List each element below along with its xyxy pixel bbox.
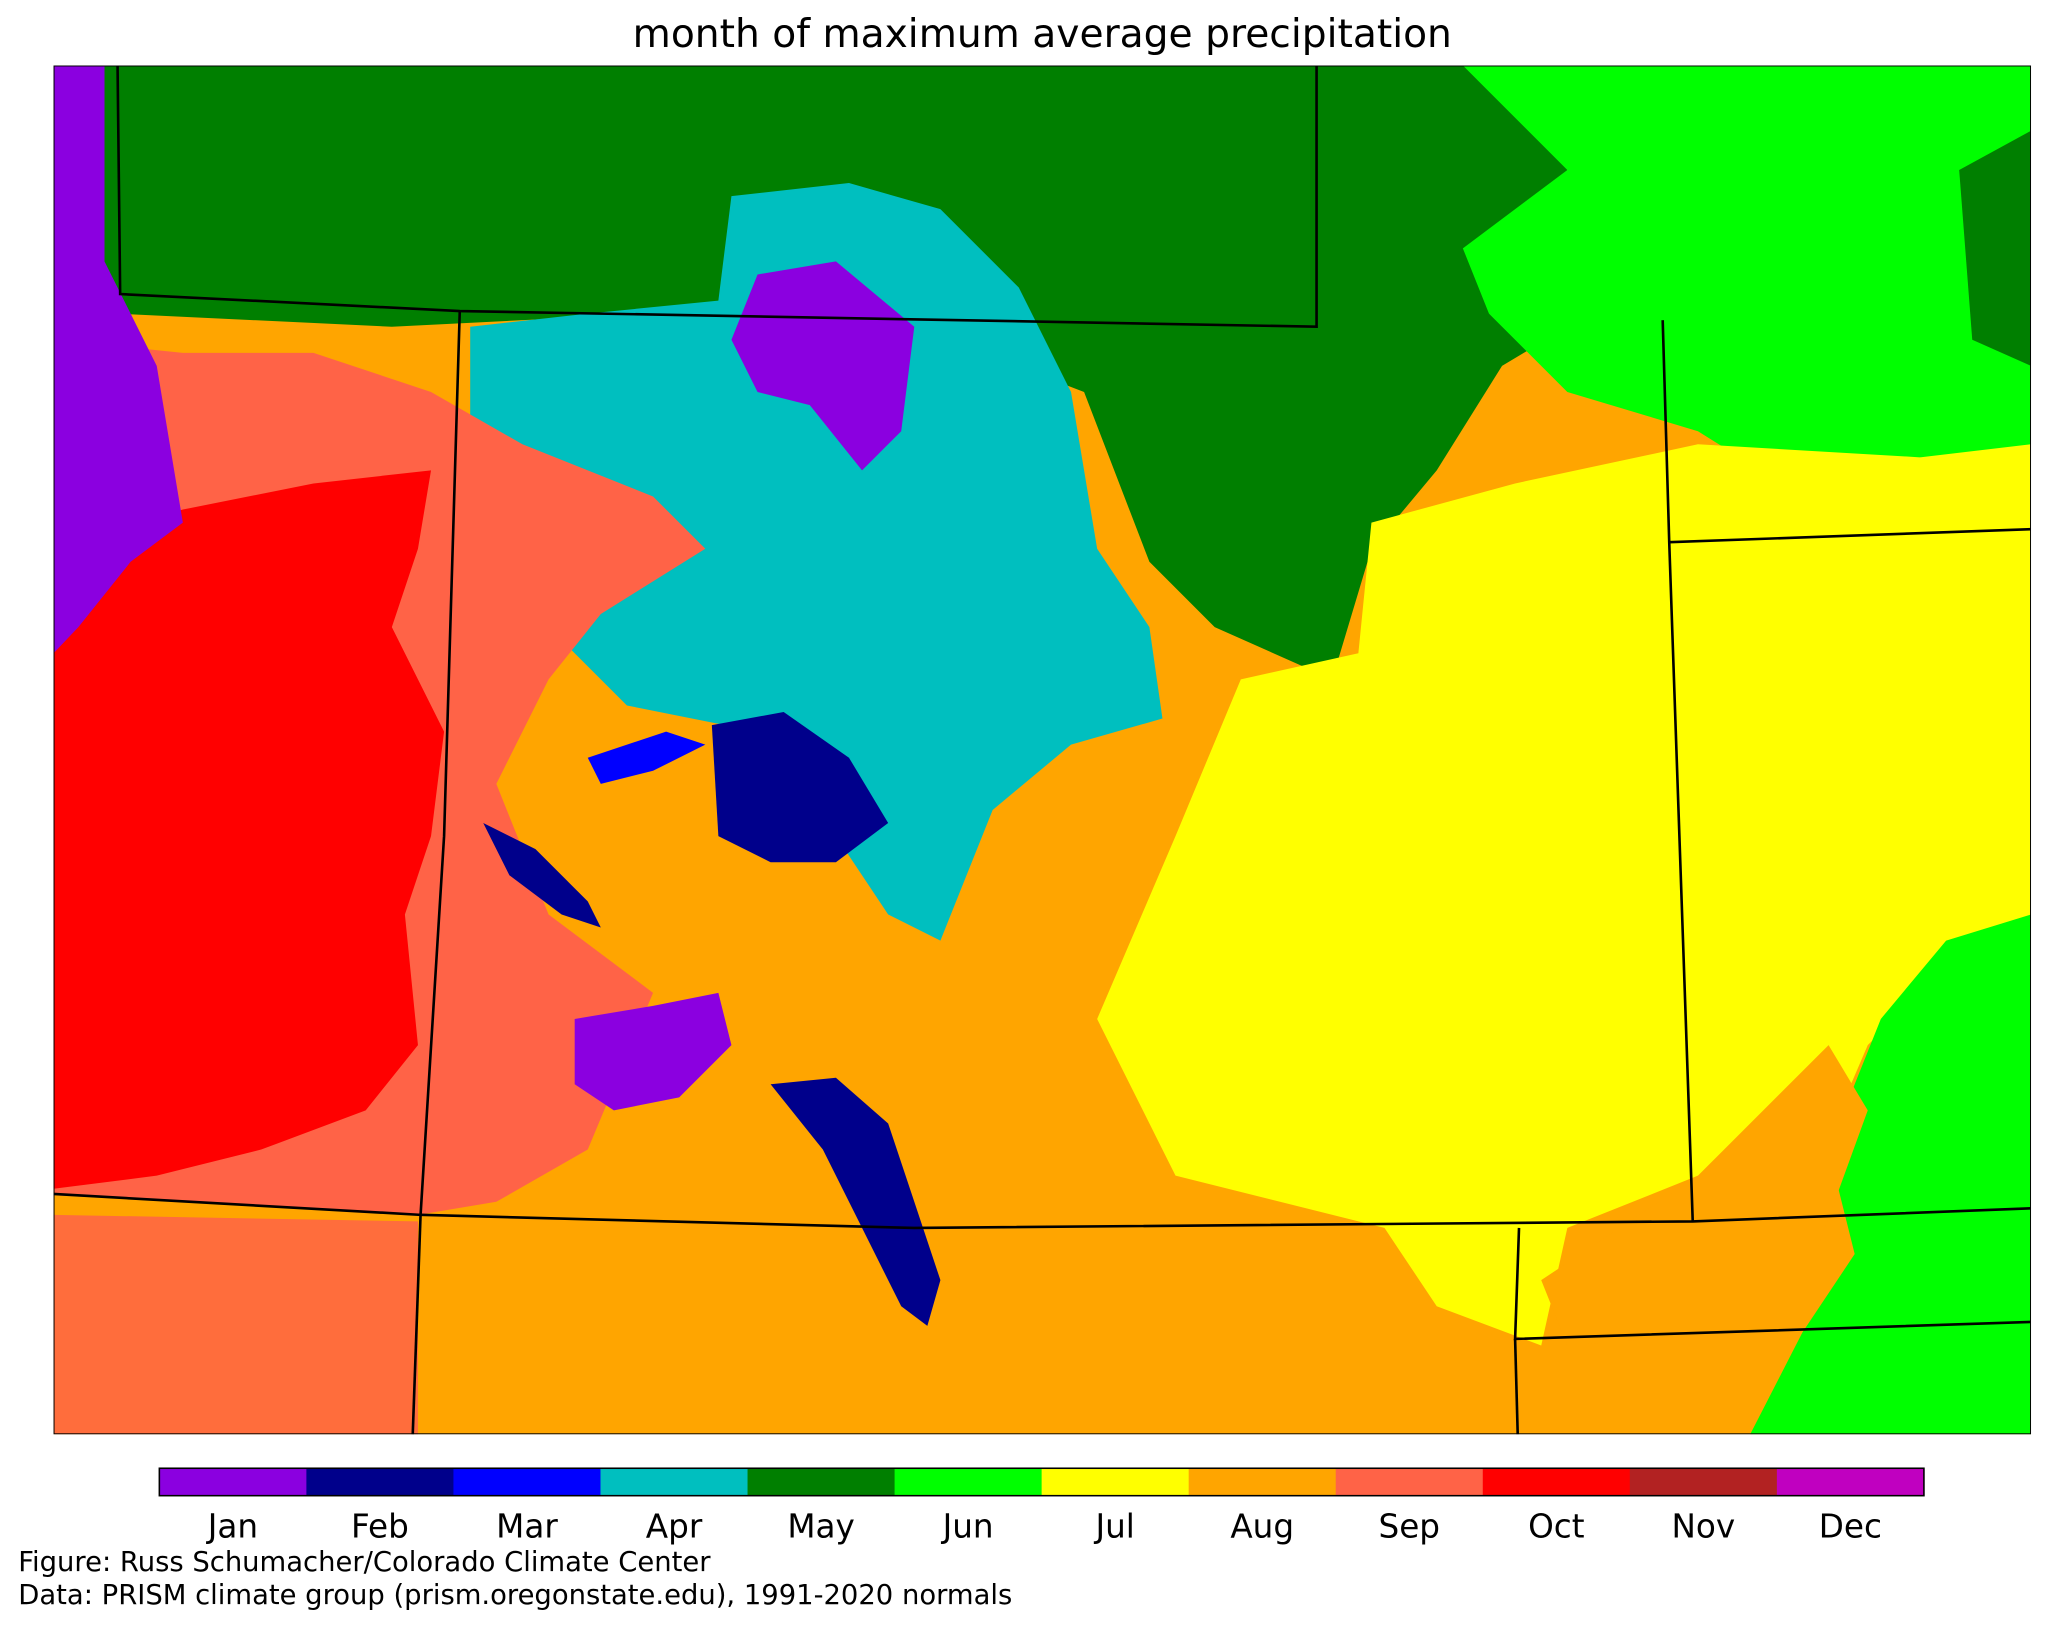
region-jan: [53, 65, 183, 654]
colorbar-label: Feb: [351, 1507, 409, 1545]
colorbar-label: May: [787, 1507, 854, 1545]
colorbar-swatch: [453, 1468, 602, 1496]
region-may: [1959, 130, 2032, 366]
credit: Figure: Russ Schumacher/Colorado Climate…: [18, 1547, 711, 1578]
colorbar-label: Jan: [206, 1507, 258, 1545]
region-apr: [470, 183, 1163, 941]
colorbar-label: Mar: [496, 1507, 558, 1545]
region-jun: [1462, 65, 2032, 497]
region-jan: [574, 992, 732, 1111]
colorbar-frame: [158, 1467, 1925, 1497]
colorbar-label: Sep: [1378, 1507, 1440, 1545]
colorbar-swatch: [894, 1468, 1043, 1496]
region-mar: [587, 731, 706, 784]
region-sep: [53, 1214, 418, 1435]
title: month of maximum average precipitation: [633, 12, 1452, 57]
state-borders: [53, 65, 2032, 1435]
colorbar-swatch: [1188, 1468, 1337, 1496]
region-jun: [1750, 914, 2032, 1435]
colorbar-label: Dec: [1819, 1507, 1882, 1545]
region-feb: [711, 712, 889, 863]
colorbar-swatch: [1482, 1468, 1631, 1496]
colorbar-label: Apr: [646, 1507, 703, 1545]
colorbar-swatch: [306, 1468, 455, 1496]
colorbar-label: Oct: [1528, 1507, 1585, 1545]
colorbar-swatch: [1041, 1468, 1190, 1496]
colorbar-swatch: [600, 1468, 749, 1496]
colorbar-swatch: [1776, 1468, 1925, 1496]
colorbar-label: Nov: [1671, 1507, 1735, 1545]
colorbar: Jan Feb Mar Apr May Jun Jul Aug Sep Oct Nov Dec: [158, 1467, 1925, 1545]
region-oct: [53, 470, 445, 1189]
region-may: [53, 65, 1568, 680]
region-jan: [731, 261, 915, 471]
map: [53, 65, 2032, 1435]
region-feb: [770, 1077, 941, 1326]
credit: Data: PRISM climate group (prism.oregons…: [18, 1580, 1012, 1611]
colorbar-swatch: [159, 1468, 308, 1496]
colorbar-swatch: [747, 1468, 896, 1496]
colorbar-label: Jul: [1093, 1507, 1134, 1545]
colorbar-swatch: [1335, 1468, 1484, 1496]
colorbar-label: Jun: [941, 1507, 994, 1545]
colorbar-swatch: [1629, 1468, 1778, 1496]
region-feb: [483, 823, 601, 928]
region-aug: [1541, 1045, 1868, 1346]
colorbar-label: Aug: [1230, 1507, 1294, 1545]
